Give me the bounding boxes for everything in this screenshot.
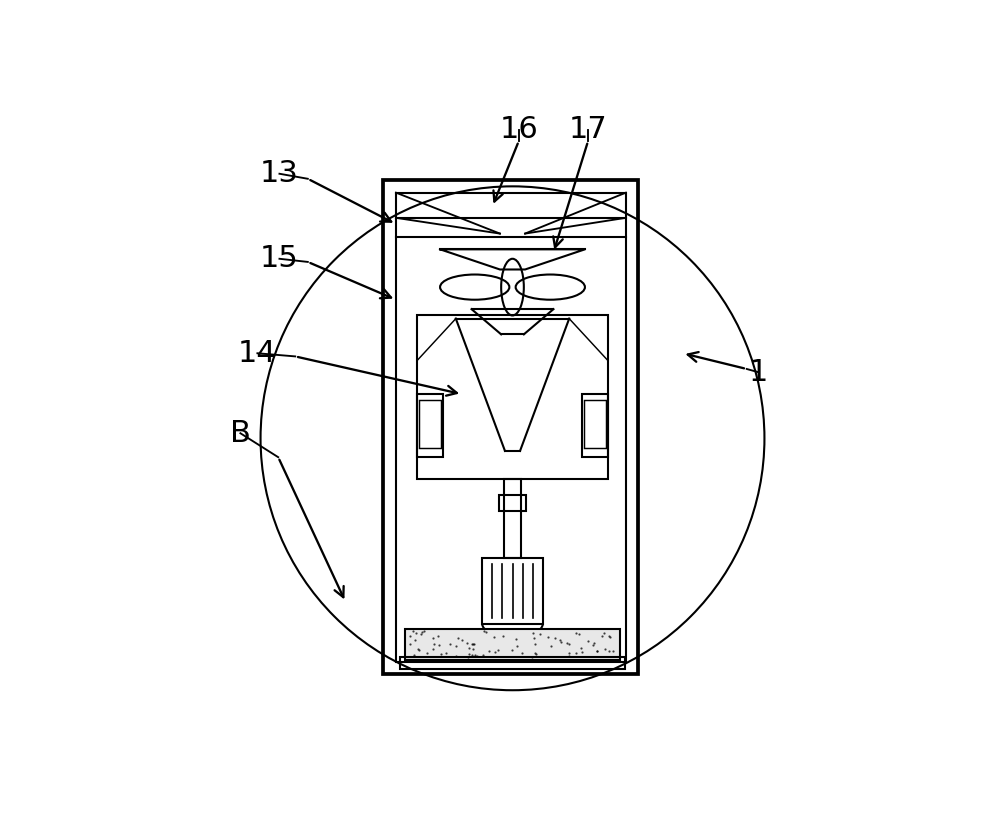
Text: 15: 15 — [260, 245, 299, 273]
Text: 16: 16 — [499, 115, 538, 144]
Bar — [396, 193, 626, 662]
Bar — [482, 558, 543, 624]
Text: 17: 17 — [569, 115, 607, 144]
Bar — [417, 394, 443, 457]
Bar — [400, 658, 625, 669]
Bar — [582, 394, 608, 457]
Text: B: B — [230, 419, 251, 447]
Text: 13: 13 — [260, 160, 299, 188]
Text: 1: 1 — [748, 357, 768, 387]
Bar — [584, 401, 606, 447]
Text: 14: 14 — [238, 339, 277, 368]
Bar — [405, 628, 620, 660]
Bar — [383, 180, 638, 675]
Bar — [417, 316, 608, 479]
Bar — [504, 479, 521, 558]
Bar — [499, 495, 526, 510]
Bar — [419, 401, 441, 447]
